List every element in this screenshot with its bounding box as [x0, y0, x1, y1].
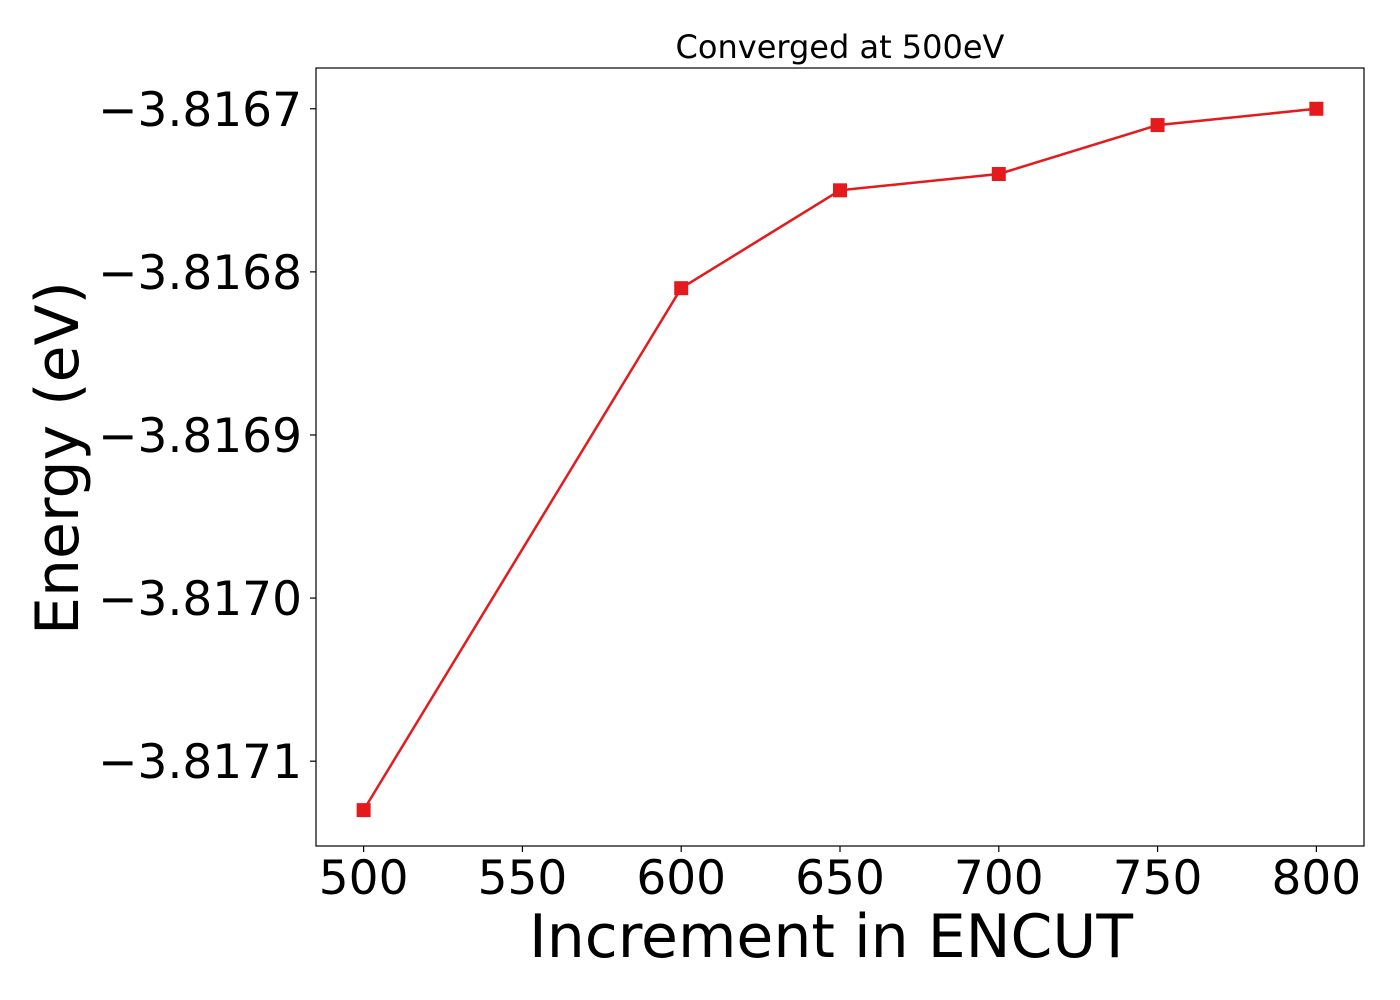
- data-point-marker: [1150, 118, 1165, 133]
- x-tick-label: 600: [636, 851, 726, 906]
- data-point-marker: [991, 167, 1006, 182]
- data-point-marker: [1309, 101, 1324, 116]
- chart-title: Converged at 500eV: [676, 28, 1005, 66]
- series-line: [362, 107, 1317, 811]
- x-tick-label: 750: [1113, 851, 1203, 906]
- data-point-marker: [356, 803, 371, 818]
- x-tick-label: 650: [795, 851, 885, 906]
- y-tick-label: −3.8171: [98, 735, 302, 790]
- data-point-marker: [833, 183, 847, 198]
- y-tick-label: −3.8168: [98, 246, 302, 301]
- y-tick-label: −3.8170: [98, 572, 302, 627]
- y-tick-label: −3.8169: [98, 409, 302, 464]
- x-axis-label: Increment in ENCUT: [529, 902, 1133, 972]
- y-tick-label: −3.8167: [98, 83, 302, 138]
- axis-ticks: 500 550 600 650 700 750 800 −3.8167 −3.8168 −3.81…: [98, 83, 1361, 906]
- y-axis-label: Energy (eV): [23, 281, 93, 635]
- data-point-marker: [674, 281, 689, 296]
- x-tick-label: 550: [478, 851, 568, 906]
- x-tick-label: 700: [954, 851, 1044, 906]
- x-tick-label: 800: [1272, 851, 1362, 906]
- x-tick-label: 500: [319, 851, 409, 906]
